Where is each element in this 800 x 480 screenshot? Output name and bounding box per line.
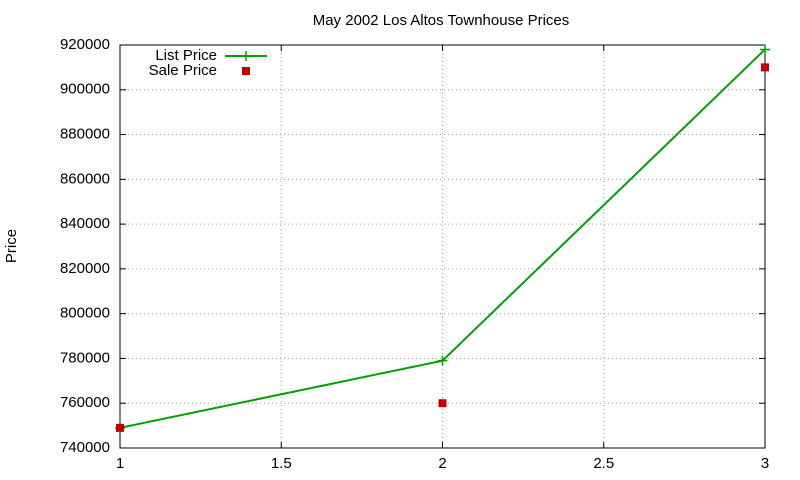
line — [119, 48, 766, 429]
x-tick-label: 2 — [438, 455, 446, 472]
y-tick-label: 760000 — [60, 394, 110, 411]
y-tick-label: 900000 — [60, 81, 110, 98]
y-tick-label: 800000 — [60, 305, 110, 322]
y-tick-label: 860000 — [60, 170, 110, 187]
x-tick-label: 3 — [761, 455, 769, 472]
legend-marker — [241, 51, 251, 61]
chart-title: May 2002 Los Altos Townhouse Prices — [313, 12, 570, 29]
x-tick-label: 1.5 — [271, 455, 292, 472]
y-tick-label: 920000 — [60, 36, 110, 53]
y-tick-label: 780000 — [60, 349, 110, 366]
y-tick-label: 820000 — [60, 260, 110, 277]
point — [116, 423, 124, 432]
x-tick-label: 1 — [116, 455, 124, 472]
y-tick-label: 840000 — [60, 215, 110, 232]
y-tick-label: 740000 — [60, 439, 110, 456]
point — [437, 355, 448, 366]
point — [438, 399, 447, 408]
legend-label: Sale Price — [149, 62, 217, 79]
y-tick-label: 880000 — [60, 126, 110, 143]
point — [761, 63, 769, 72]
legend-label: List Price — [155, 47, 217, 64]
x-tick-label: 2.5 — [593, 455, 614, 472]
y-axis-label: Price — [3, 229, 20, 263]
point — [760, 44, 770, 55]
legend-marker — [242, 67, 250, 75]
plot-border — [119, 44, 766, 449]
